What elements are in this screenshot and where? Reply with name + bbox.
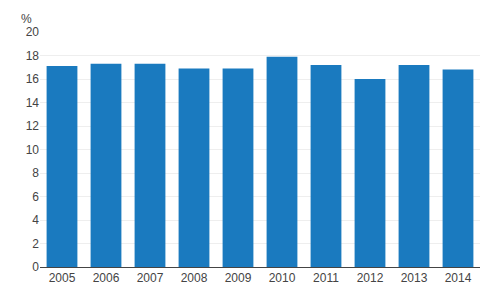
svg-text:2006: 2006: [93, 271, 120, 285]
svg-text:20: 20: [26, 25, 40, 39]
svg-text:2007: 2007: [137, 271, 164, 285]
svg-text:2012: 2012: [357, 271, 384, 285]
svg-text:2008: 2008: [181, 271, 208, 285]
svg-text:18: 18: [26, 49, 40, 63]
svg-text:2013: 2013: [401, 271, 428, 285]
svg-text:0: 0: [32, 260, 39, 274]
svg-text:6: 6: [32, 190, 39, 204]
svg-text:2014: 2014: [445, 271, 472, 285]
svg-text:2005: 2005: [49, 271, 76, 285]
svg-text:12: 12: [26, 119, 40, 133]
svg-text:2009: 2009: [225, 271, 252, 285]
svg-text:14: 14: [26, 96, 40, 110]
svg-text:16: 16: [26, 72, 40, 86]
svg-text:10: 10: [26, 143, 40, 157]
svg-text:%: %: [21, 12, 32, 26]
svg-text:4: 4: [32, 213, 39, 227]
svg-text:8: 8: [32, 166, 39, 180]
svg-text:2011: 2011: [313, 271, 339, 285]
svg-text:2: 2: [32, 237, 39, 251]
svg-text:2010: 2010: [269, 271, 296, 285]
